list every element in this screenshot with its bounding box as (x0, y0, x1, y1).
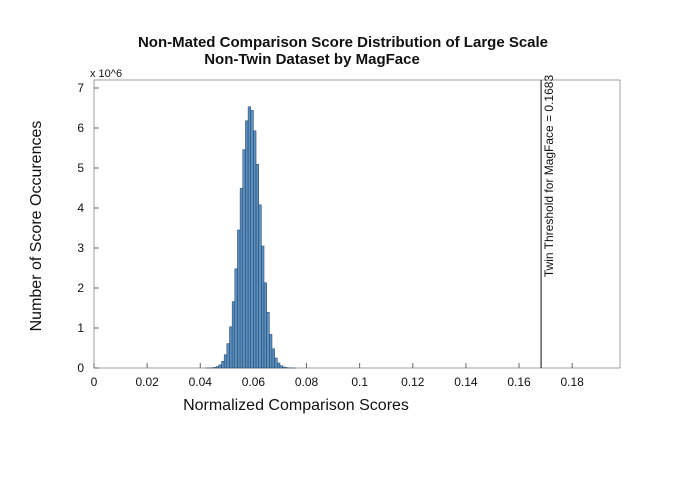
x-tick-label: 0.12 (401, 375, 425, 389)
histogram-bar (255, 164, 259, 369)
histogram-bar (223, 354, 228, 369)
threshold-label: Twin Threshold for MagFace = 0.1683 (542, 75, 556, 278)
x-tick-label: 0.08 (295, 375, 319, 389)
y-tick-label: 5 (77, 161, 84, 175)
histogram-bar (213, 367, 217, 369)
histogram-bar (274, 357, 278, 369)
histogram-bar (258, 204, 262, 369)
x-tick-label: 0.04 (189, 375, 213, 389)
x-tick-label: 0.18 (561, 375, 585, 389)
y-multiplier: x 10^6 (90, 68, 122, 80)
x-axis-label: Normalized Comparison Scores (183, 397, 409, 414)
histogram-bar (279, 365, 283, 369)
x-tick-label: 0.1 (351, 375, 368, 389)
histogram-bar (237, 229, 241, 369)
histogram-bar (261, 245, 265, 369)
histogram-bar (282, 366, 286, 369)
histogram-bar (234, 268, 238, 369)
histogram-bar (229, 326, 233, 369)
y-tick-label: 4 (77, 201, 84, 215)
y-tick-label: 7 (77, 81, 84, 95)
histogram-bar (215, 366, 220, 369)
histogram-bar (263, 282, 267, 369)
histogram-bar (242, 149, 246, 369)
y-tick-label: 0 (77, 361, 84, 375)
histogram-bar (231, 301, 236, 369)
chart-title: Non-Mated Comparison Score Distribution … (138, 34, 548, 51)
x-tick-label: 0.06 (242, 375, 266, 389)
x-tick-label: 0.02 (135, 375, 159, 389)
histogram-bar (247, 106, 251, 369)
histogram-bar (245, 120, 249, 369)
histogram-bar (271, 348, 275, 369)
y-axis-label: Number of Score Occurences (28, 121, 45, 332)
histogram-bar (239, 188, 244, 369)
histogram-bar (277, 362, 281, 369)
y-tick-label: 3 (77, 241, 84, 255)
x-tick-label: 0 (91, 375, 98, 389)
histogram-bar (253, 130, 257, 369)
y-tick-label: 1 (77, 321, 84, 335)
chart-title: Non-Twin Dataset by MagFace (204, 51, 420, 68)
histogram-bar (266, 312, 270, 369)
y-tick-label: 6 (77, 121, 84, 135)
y-tick-label: 2 (77, 281, 84, 295)
plot-frame (93, 79, 621, 369)
histogram-bar (269, 334, 273, 369)
x-tick-label: 0.16 (507, 375, 531, 389)
histogram-bar (226, 343, 230, 369)
histogram-bar (221, 360, 225, 369)
histogram-bar (218, 364, 222, 369)
histogram-bar (250, 110, 254, 369)
x-tick-label: 0.14 (454, 375, 478, 389)
